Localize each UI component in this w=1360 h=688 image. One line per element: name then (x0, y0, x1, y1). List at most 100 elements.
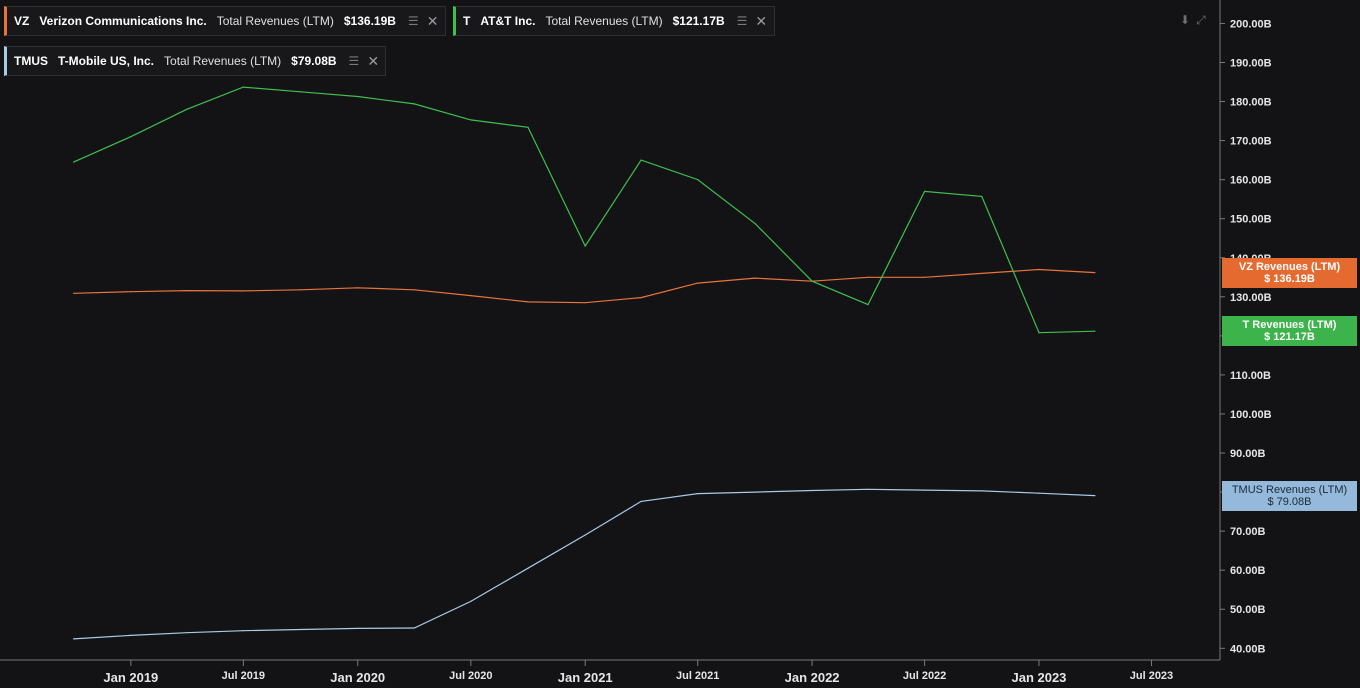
data-point (186, 108, 188, 110)
price-tag-vz: VZ Revenues (LTM) $ 136.19B (1222, 257, 1357, 288)
legend-chip-t[interactable]: T AT&T Inc. Total Revenues (LTM) $121.17… (453, 6, 775, 36)
price-tag-value: $ 136.19B (1264, 272, 1315, 285)
data-point (357, 627, 359, 629)
y-tick-label: 90.00B (1230, 448, 1266, 460)
data-point (697, 179, 699, 181)
y-tick-label: 200.00B (1230, 18, 1272, 30)
data-point (981, 272, 983, 274)
close-icon[interactable]: ✕ (426, 12, 439, 29)
y-tick-label: 110.00B (1230, 370, 1271, 382)
series-line-t (73, 86, 1095, 334)
data-point (299, 289, 302, 291)
data-point (754, 222, 756, 224)
y-tick-label: 70.00B (1230, 526, 1266, 538)
x-tick-label: Jan 2021 (558, 670, 613, 685)
data-point (186, 632, 188, 634)
layers-icon[interactable]: ☰ (348, 54, 360, 68)
data-point (73, 638, 75, 640)
y-tick-label: 160.00B (1230, 175, 1272, 187)
close-icon[interactable]: ✕ (367, 52, 380, 69)
layers-icon[interactable]: ☰ (736, 14, 748, 28)
data-point (413, 627, 415, 629)
legend-value: $121.17B (672, 14, 725, 28)
price-tag-label: VZ Revenues (LTM) (1238, 260, 1341, 273)
data-point (299, 91, 302, 93)
data-point (867, 276, 869, 278)
data-point (867, 304, 869, 306)
data-point (242, 630, 244, 632)
data-point (811, 489, 813, 492)
data-point (584, 302, 586, 304)
y-tick-label: 40.00B (1230, 643, 1266, 655)
data-point (811, 280, 813, 282)
data-point (640, 159, 642, 161)
x-tick-label: Jul 2022 (903, 670, 946, 682)
data-point (73, 161, 75, 163)
y-tick-label: 50.00B (1230, 604, 1266, 616)
data-point (470, 295, 472, 297)
data-point (413, 289, 415, 291)
data-point (923, 190, 926, 192)
y-tick-label: 180.00B (1230, 97, 1272, 109)
data-point (130, 634, 132, 636)
price-tag-label: T Revenues (LTM) (1242, 319, 1337, 332)
data-point (470, 600, 472, 603)
legend-ticker: VZ (14, 14, 30, 28)
x-tick-label: Jul 2021 (676, 670, 719, 682)
x-tick-label: Jul 2023 (1130, 670, 1173, 682)
data-point (242, 86, 244, 88)
legend-value: $136.19B (343, 14, 396, 28)
close-icon[interactable]: ✕ (755, 12, 768, 29)
legend-metric: Total Revenues (LTM) (164, 54, 282, 68)
x-tick-label: Jan 2022 (785, 670, 840, 685)
data-point (186, 289, 188, 292)
data-point (697, 493, 699, 495)
legend-chip-vz[interactable]: VZ Verizon Communications Inc. Total Rev… (4, 6, 446, 36)
data-point (754, 277, 756, 279)
data-point (584, 534, 586, 536)
collapse-icon[interactable]: ⤢ (1196, 13, 1206, 27)
series-line-vz (73, 268, 1095, 304)
legend-ticker: TMUS (14, 54, 48, 68)
data-point (527, 567, 529, 569)
x-tick-label: Jul 2020 (449, 670, 492, 682)
data-point (1038, 492, 1040, 494)
data-point (981, 195, 983, 198)
data-point (1094, 494, 1096, 497)
data-point (242, 290, 244, 292)
y-tick-label: 60.00B (1230, 565, 1266, 577)
download-icon[interactable]: ⬇ (1180, 13, 1191, 27)
price-tag-t: T Revenues (LTM) $ 121.17B (1222, 316, 1357, 347)
price-tag-value: $ 121.17B (1264, 331, 1315, 344)
data-point (1094, 271, 1096, 274)
data-point (357, 287, 359, 289)
data-point (754, 491, 756, 493)
price-tag-label: TMUS Revenues (LTM) (1231, 483, 1348, 496)
data-point (1038, 268, 1040, 271)
data-point (981, 490, 983, 492)
price-tag-value: $ 79.08B (1267, 495, 1312, 508)
legend-company-name: AT&T Inc. (480, 14, 536, 28)
legend-metric: Total Revenues (LTM) (216, 14, 334, 28)
x-tick-label: Jan 2020 (330, 670, 385, 685)
data-point (73, 292, 75, 294)
data-point (923, 276, 926, 278)
data-point (640, 296, 642, 299)
legend-company-name: T-Mobile US, Inc. (58, 54, 155, 68)
data-point (130, 136, 132, 138)
legend-company-name: Verizon Communications Inc. (39, 14, 207, 28)
data-point (299, 628, 302, 631)
data-point (697, 282, 699, 284)
data-point (584, 245, 586, 247)
legend-metric: Total Revenues (LTM) (545, 14, 663, 28)
legend-chip-tmus[interactable]: TMUS T-Mobile US, Inc. Total Revenues (L… (4, 46, 386, 76)
legend-ticker: T (463, 14, 471, 28)
y-tick-label: 150.00B (1230, 214, 1272, 226)
layers-icon[interactable]: ☰ (407, 14, 419, 28)
data-point (923, 489, 926, 491)
data-point (130, 291, 132, 293)
x-tick-label: Jan 2019 (103, 670, 158, 685)
series-line-tmus (73, 488, 1095, 640)
data-point (357, 95, 359, 98)
y-tick-label: 100.00B (1230, 409, 1272, 421)
